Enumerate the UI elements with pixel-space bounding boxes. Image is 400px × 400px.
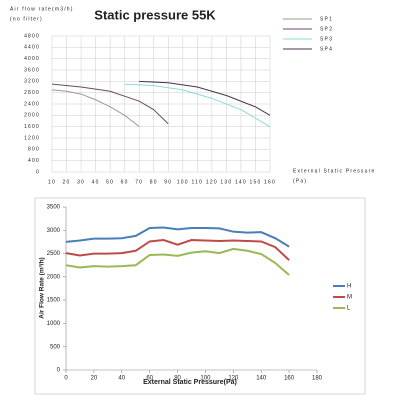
- y-tick-label: 3600: [24, 67, 40, 73]
- y-tick-label: 2000: [47, 274, 61, 280]
- x-tick-label: 60: [146, 376, 153, 382]
- y-tick-label: 2500: [47, 251, 61, 257]
- y-tick-label: 4400: [24, 45, 40, 51]
- x-tick-label: 20: [91, 376, 98, 382]
- x-tick-label: 80: [174, 376, 181, 382]
- series-line: [51, 89, 140, 128]
- x-tick-label: 100: [177, 179, 189, 185]
- x-tick-label: 20: [63, 179, 71, 185]
- x-tick-label: 100: [200, 376, 211, 382]
- x-tick-label: 0: [64, 376, 68, 382]
- legend-label: SP4: [320, 46, 333, 52]
- x-tick-label: 140: [256, 376, 267, 382]
- x-tick-label: 180: [312, 376, 323, 382]
- y-tick-label: 0: [57, 368, 61, 374]
- y-tick-label: 3500: [47, 205, 61, 211]
- y-tick-label: 1000: [47, 321, 61, 327]
- x-tick-label: 150: [249, 179, 261, 185]
- series-line: [139, 80, 271, 116]
- series-line: [51, 83, 169, 125]
- y-tick-label: 2800: [24, 90, 40, 96]
- series-line: [124, 83, 271, 128]
- x-tick-label: 160: [284, 376, 295, 382]
- series-line: [65, 247, 290, 276]
- y-tick-label: 1500: [47, 298, 61, 304]
- x-tick-label: 80: [150, 179, 158, 185]
- legend-label: SP2: [320, 26, 333, 32]
- x-tick-label: 130: [220, 179, 232, 185]
- y-tick-label: 400: [28, 158, 40, 164]
- chart-frame: [34, 197, 366, 395]
- x-tick-label: 40: [92, 179, 100, 185]
- x-tick-label: 120: [206, 179, 218, 185]
- x-tick-label: 140: [235, 179, 247, 185]
- x-axis-unit: (Pa): [293, 178, 307, 184]
- legend-label: H: [347, 284, 351, 290]
- x-axis-label: External Static Pressure(Pa): [143, 379, 237, 386]
- y-tick-label: 3200: [24, 79, 40, 85]
- series-line: [65, 226, 290, 248]
- y-tick-label: 2400: [24, 101, 40, 107]
- x-tick-label: 30: [77, 179, 85, 185]
- legend-label: L: [347, 306, 351, 312]
- x-tick-label: 90: [164, 179, 172, 185]
- y-tick-label: 0: [36, 169, 40, 175]
- y-tick-label: 3000: [47, 228, 61, 234]
- x-tick-label: 120: [228, 376, 239, 382]
- y-axis-label: Air flow rate(m3/h): [10, 6, 74, 12]
- x-tick-label: 110: [192, 179, 204, 185]
- x-tick-label: 40: [118, 376, 125, 382]
- x-tick-label: 160: [264, 179, 276, 185]
- chart-title: Static pressure 55K: [94, 7, 216, 22]
- x-tick-label: 50: [106, 179, 114, 185]
- y-tick-label: 4000: [24, 56, 40, 62]
- y-tick-label: 2000: [24, 113, 40, 119]
- legend-label: M: [347, 295, 352, 301]
- y-axis-label: Air Flow Rate (m³/h): [39, 257, 46, 318]
- legend-label: SP1: [320, 16, 333, 22]
- y-tick-label: 800: [28, 147, 40, 153]
- legend-label: SP3: [320, 36, 333, 42]
- x-tick-label: 10: [48, 179, 56, 185]
- y-axis-note: (no filter): [10, 16, 43, 22]
- x-axis-label: External Static Pressure: [293, 168, 375, 174]
- y-tick-label: 4800: [24, 33, 40, 39]
- x-tick-label: 60: [121, 179, 129, 185]
- y-tick-label: 500: [50, 344, 61, 350]
- x-tick-label: 70: [135, 179, 143, 185]
- series-line: [65, 239, 290, 261]
- y-tick-label: 1200: [24, 135, 40, 141]
- y-tick-label: 1600: [24, 124, 40, 130]
